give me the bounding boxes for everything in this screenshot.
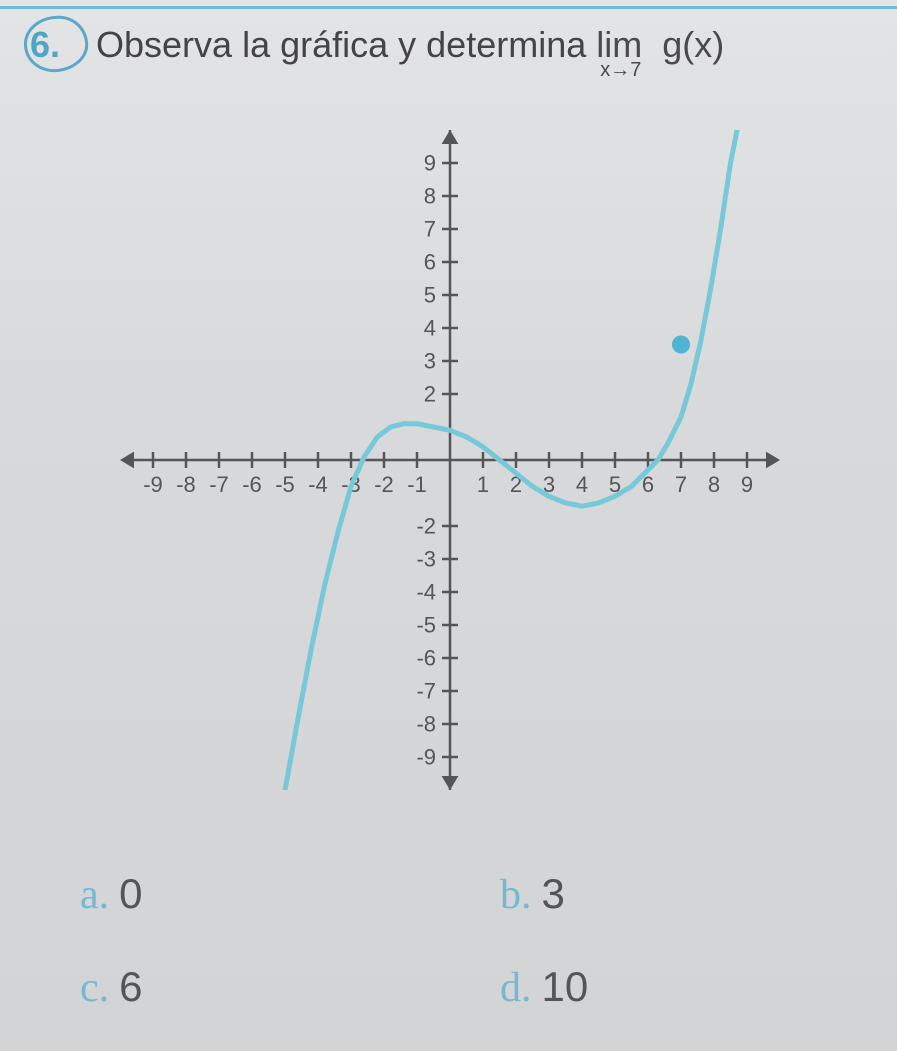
svg-text:1: 1 <box>477 472 489 497</box>
svg-text:7: 7 <box>675 472 687 497</box>
option-d-letter: d. <box>500 964 532 1012</box>
option-row-1: a. 0 b. 3 <box>80 870 837 919</box>
option-row-2: c. 6 d. 10 <box>80 963 837 1012</box>
top-divider <box>0 6 897 9</box>
svg-text:-6: -6 <box>242 472 262 497</box>
svg-text:-8: -8 <box>416 712 436 737</box>
svg-text:9: 9 <box>741 472 753 497</box>
option-a: a. 0 <box>80 870 500 919</box>
svg-text:-4: -4 <box>416 580 436 605</box>
svg-text:6: 6 <box>424 250 436 275</box>
option-d: d. 10 <box>500 963 588 1012</box>
option-b-value: 3 <box>542 870 565 918</box>
options-block: a. 0 b. 3 c. 6 d. 10 <box>80 870 837 1051</box>
limit-expression: lim x→7 <box>596 22 642 67</box>
option-b-letter: b. <box>500 871 532 919</box>
graph-svg: -9-8-7-6-5-4-3-2-112345678923456789-9-8-… <box>120 130 780 790</box>
question-number: 6. <box>30 24 60 65</box>
lim-subscript: x→7 <box>600 58 641 83</box>
option-c: c. 6 <box>80 963 500 1012</box>
svg-text:4: 4 <box>576 472 588 497</box>
svg-text:4: 4 <box>424 316 436 341</box>
svg-text:-1: -1 <box>407 472 427 497</box>
svg-text:8: 8 <box>424 184 436 209</box>
question-block: 6. Observa la gráfica y determina lim x→… <box>30 22 877 67</box>
svg-text:-7: -7 <box>416 679 436 704</box>
svg-text:-5: -5 <box>275 472 295 497</box>
fn-text: g(x) <box>662 24 724 65</box>
svg-text:-8: -8 <box>176 472 196 497</box>
svg-text:-3: -3 <box>416 547 436 572</box>
option-b: b. 3 <box>500 870 565 919</box>
svg-text:7: 7 <box>424 217 436 242</box>
svg-text:-9: -9 <box>143 472 163 497</box>
svg-text:-2: -2 <box>374 472 394 497</box>
svg-text:-2: -2 <box>416 514 436 539</box>
option-c-value: 6 <box>119 963 142 1011</box>
option-a-value: 0 <box>119 870 142 918</box>
svg-text:-4: -4 <box>308 472 328 497</box>
question-number-wrap: 6. <box>30 22 86 67</box>
svg-text:2: 2 <box>424 382 436 407</box>
option-d-value: 10 <box>542 963 589 1011</box>
graph-container: -9-8-7-6-5-4-3-2-112345678923456789-9-8-… <box>120 130 780 790</box>
function-name: g(x) <box>652 24 724 65</box>
svg-text:8: 8 <box>708 472 720 497</box>
option-c-letter: c. <box>80 964 109 1012</box>
option-a-letter: a. <box>80 871 109 919</box>
svg-text:-9: -9 <box>416 745 436 770</box>
question-text: Observa la gráfica y determina <box>96 24 596 65</box>
svg-text:9: 9 <box>424 151 436 176</box>
svg-text:-6: -6 <box>416 646 436 671</box>
svg-text:3: 3 <box>424 349 436 374</box>
svg-text:-5: -5 <box>416 613 436 638</box>
svg-text:-7: -7 <box>209 472 229 497</box>
svg-text:5: 5 <box>424 283 436 308</box>
